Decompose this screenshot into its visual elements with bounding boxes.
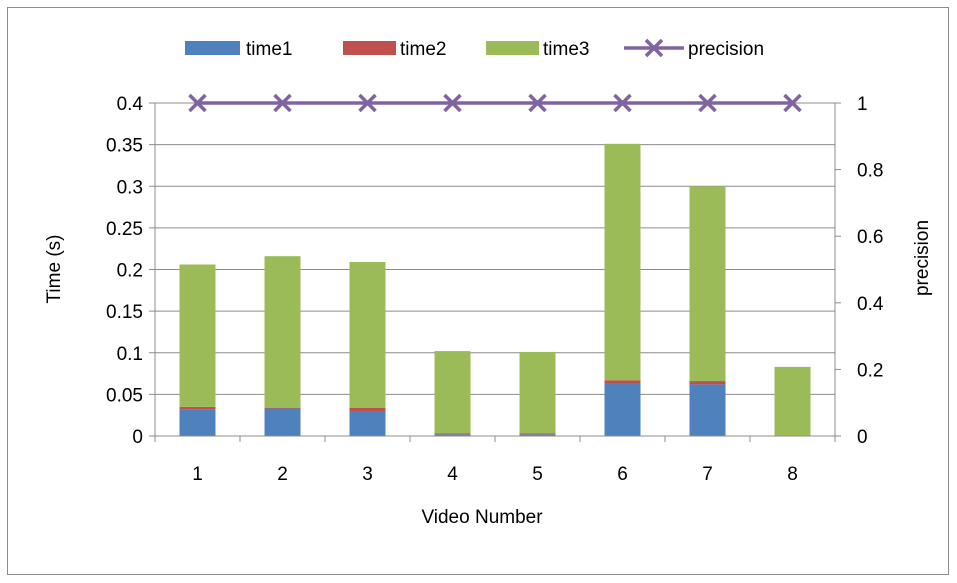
legend-label-time2: time2 — [400, 39, 446, 60]
left-tick-label: 0.25 — [106, 219, 143, 240]
bar-time3-2 — [264, 256, 301, 408]
legend-item-precision: precision — [624, 38, 764, 60]
bar-time2-6 — [604, 380, 641, 384]
bar-time1-3 — [349, 411, 386, 436]
right-axis-ticks: 0 0.2 0.4 0.6 0.8 1 — [835, 94, 884, 448]
x-tick-label: 3 — [362, 464, 373, 485]
bar-time1-4 — [434, 434, 471, 436]
right-tick-label: 0.4 — [857, 294, 884, 315]
left-tick-label: 0.3 — [117, 177, 143, 198]
gridlines — [155, 102, 835, 395]
marker-precision-7 — [698, 93, 717, 113]
y-axis-title: Time (s) — [44, 235, 65, 304]
y2-axis-title: precision — [912, 220, 933, 296]
right-tick-label: 0.8 — [857, 161, 883, 182]
marker-precision-2 — [273, 93, 292, 113]
legend-label-time1: time1 — [246, 39, 292, 60]
left-tick-label: 0 — [132, 427, 143, 448]
bar-time3-1 — [179, 264, 216, 407]
legend-label-time3: time3 — [543, 39, 589, 60]
legend-item-time3: time3 — [486, 39, 589, 60]
right-tick-label: 0.2 — [857, 360, 883, 381]
bar-time3-6 — [604, 143, 641, 381]
legend-swatch-time3 — [486, 41, 539, 55]
x-tick-label: 2 — [277, 464, 288, 485]
bar-time2-5 — [519, 433, 556, 435]
x-axis-title: Video Number — [421, 507, 543, 528]
precision-line — [188, 93, 802, 113]
left-tick-label: 0.15 — [106, 302, 143, 323]
legend-swatch-time2 — [343, 41, 396, 55]
bar-time3-5 — [519, 351, 556, 434]
bar-time3-8 — [774, 366, 811, 436]
marker-precision-6 — [613, 93, 632, 113]
legend-label-precision: precision — [688, 39, 764, 60]
bar-time1-6 — [604, 383, 641, 436]
marker-precision-5 — [528, 93, 547, 113]
left-tick-label: 0.35 — [106, 136, 143, 157]
bar-time1-5 — [519, 434, 556, 436]
left-tick-label: 0.1 — [117, 344, 143, 365]
legend-item-time1: time1 — [185, 39, 292, 60]
left-axis-ticks: 0 0.05 0.1 0.15 0.2 0.25 0.3 0.35 0.4 — [106, 94, 155, 448]
x-axis-ticks: 1 2 3 4 5 6 7 8 — [154, 436, 836, 485]
x-tick-label: 7 — [702, 464, 713, 485]
bar-time2-1 — [179, 406, 216, 410]
bar-time3-3 — [349, 262, 386, 408]
right-tick-label: 1 — [857, 94, 868, 115]
left-tick-label: 0.4 — [117, 94, 144, 115]
legend-swatch-time1 — [185, 41, 240, 55]
legend-item-time2: time2 — [343, 39, 446, 60]
bar-time1-7 — [689, 384, 726, 436]
left-tick-label: 0.2 — [117, 261, 143, 282]
bar-time2-4 — [434, 433, 471, 435]
bar-time2-3 — [349, 407, 386, 412]
legend: time1 time2 time3 precision — [185, 38, 764, 60]
x-tick-label: 5 — [532, 464, 543, 485]
legend-marker-precision — [644, 38, 664, 58]
bar-time3-7 — [689, 186, 726, 382]
right-tick-label: 0.6 — [857, 227, 883, 248]
right-tick-label: 0 — [857, 427, 868, 448]
marker-precision-1 — [188, 93, 207, 113]
x-tick-label: 6 — [617, 464, 628, 485]
x-tick-label: 8 — [787, 464, 798, 485]
bar-time1-2 — [264, 408, 301, 436]
left-tick-label: 0.05 — [106, 385, 143, 406]
bar-time1-1 — [179, 409, 216, 436]
x-tick-label: 4 — [447, 464, 458, 485]
bar-time3-4 — [434, 351, 471, 434]
marker-precision-3 — [358, 93, 377, 113]
marker-precision-4 — [443, 93, 462, 113]
marker-precision-8 — [783, 93, 802, 113]
x-tick-label: 1 — [192, 464, 203, 485]
bar-time2-7 — [689, 381, 726, 385]
bars — [179, 143, 811, 436]
bar-time2-2 — [264, 407, 301, 409]
